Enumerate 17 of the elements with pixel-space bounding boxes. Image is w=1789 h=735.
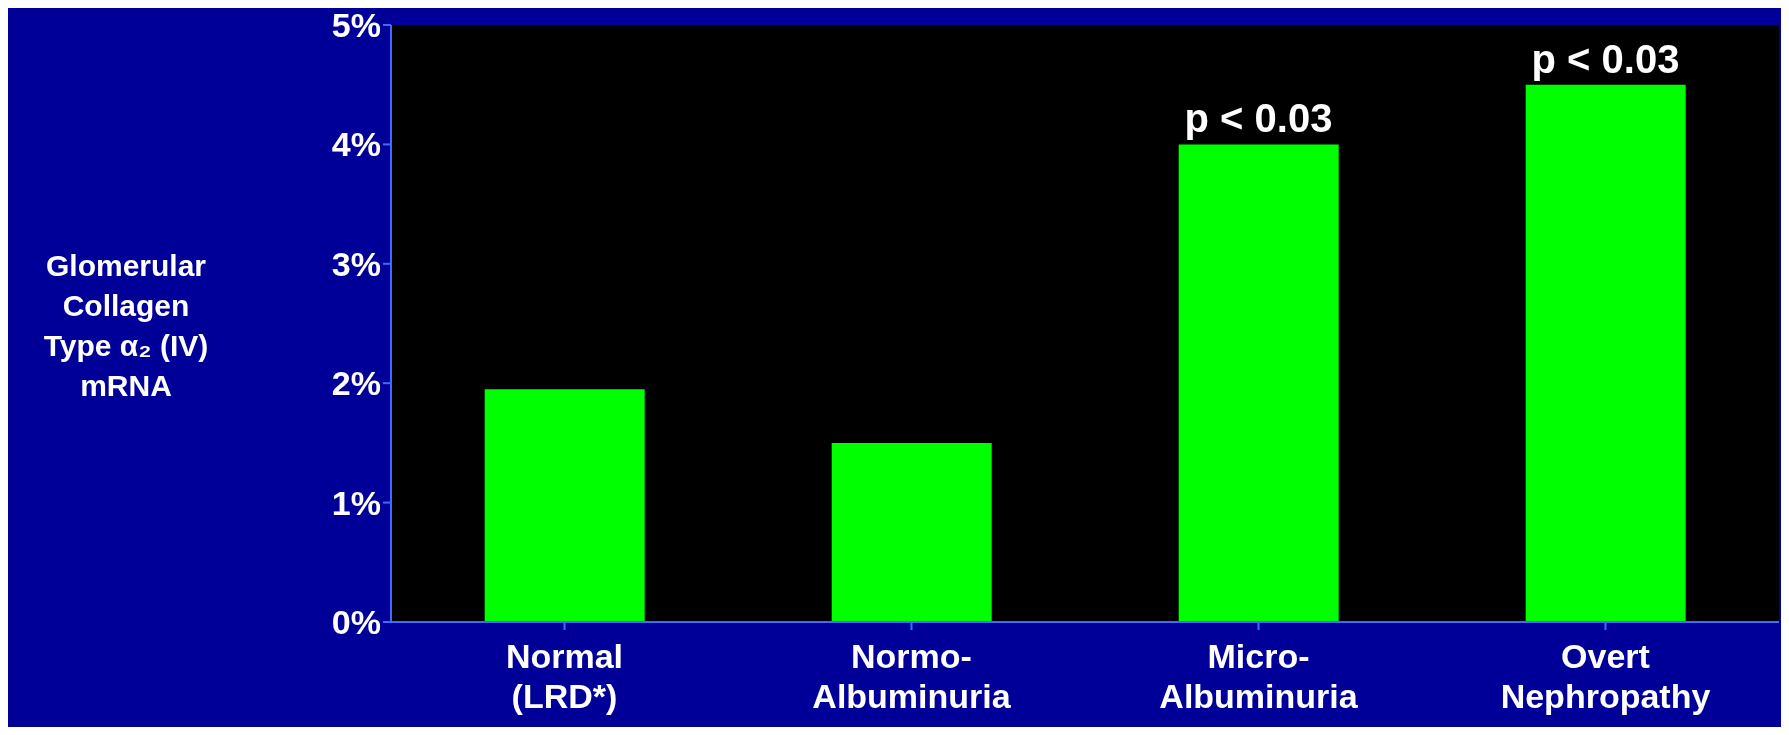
bar [1178,144,1339,622]
x-tick-label: Normal (LRD*) [505,637,624,715]
annotation: p < 0.03 [1531,36,1680,81]
y-axis-title: Glomerular Collagen Type α₂ (IV) mRNA [43,248,209,402]
y-tick-label: 3% [331,244,381,283]
annotation: p < 0.03 [1184,96,1333,141]
y-tick-label: 2% [331,364,381,403]
y-tick-label: 0% [331,603,381,642]
x-tick-label: Micro- Albuminuria [1159,637,1359,715]
bar [831,442,992,622]
y-tick-label: 4% [331,125,381,164]
x-tick-label: Normo- Albuminuria [812,637,1012,715]
bar [484,389,645,622]
x-tick-label: Overt Nephropathy [1500,637,1711,715]
bar [1525,84,1686,622]
y-tick-label: 5% [331,6,381,45]
y-tick-label: 1% [331,483,381,522]
